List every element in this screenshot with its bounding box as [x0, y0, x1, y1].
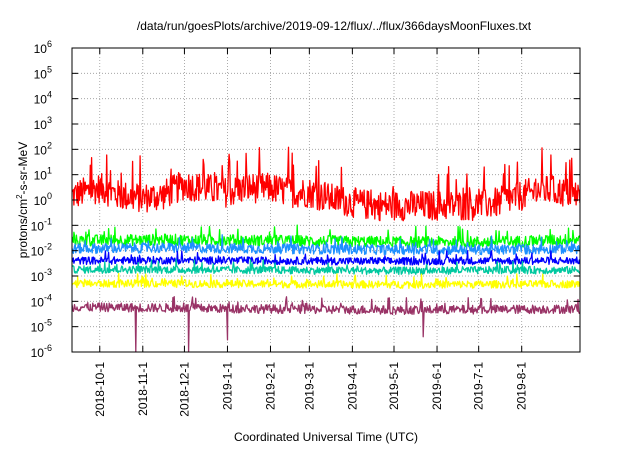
y-tick-label-mantissa: 10 — [34, 42, 48, 56]
y-tick-label-mantissa: 10 — [34, 194, 48, 208]
y-tick-label: 10-1 — [31, 216, 52, 233]
x-tick-label: 2019-4-1 — [345, 362, 359, 410]
y-tick-label-exponent: -6 — [44, 343, 52, 353]
x-tick-label: 2019-3-1 — [302, 362, 316, 410]
y-tick-label: 10-6 — [31, 343, 52, 360]
y-tick-label-exponent: -3 — [44, 267, 52, 277]
x-tick-label: 2018-11-1 — [136, 362, 150, 416]
y-tick-label-exponent: 5 — [47, 64, 52, 74]
series-line-5 — [72, 272, 580, 289]
data-layer — [72, 146, 580, 352]
x-tick-label: 2019-5-1 — [387, 362, 401, 410]
x-tick-label: 2018-12-1 — [177, 362, 191, 417]
series-line-6 — [72, 295, 580, 352]
y-tick-label-mantissa: 10 — [31, 245, 45, 259]
series-line-0 — [72, 146, 580, 222]
y-tick-label-mantissa: 10 — [31, 346, 45, 360]
y-tick-label: 104 — [34, 90, 52, 107]
y-tick-label-exponent: 2 — [47, 140, 52, 150]
x-tick-label: 2019-1-1 — [220, 362, 234, 410]
x-axis: 2018-10-1 2018-11-1 2018-12-1 2019-1-1 2019-… — [93, 48, 529, 417]
y-tick-label: 10-2 — [31, 242, 52, 259]
y-tick-label-mantissa: 10 — [34, 169, 48, 183]
y-tick-label-mantissa: 10 — [31, 270, 45, 284]
chart-title: /data/run/goesPlots/archive/2019-09-12/f… — [137, 19, 532, 33]
x-tick-label: 2019-2-1 — [263, 362, 277, 410]
y-axis-label-base: protons/cm — [16, 199, 30, 258]
y-tick-label-exponent: -2 — [44, 242, 52, 252]
y-axis-label-rest: -s-sr-MeV — [16, 142, 30, 195]
y-tick-label-mantissa: 10 — [34, 118, 48, 132]
y-tick-label-exponent: 3 — [47, 115, 52, 125]
y-tick-label: 103 — [34, 115, 52, 132]
y-tick-label: 100 — [34, 191, 52, 208]
y-tick-label-exponent: 1 — [47, 166, 52, 176]
y-tick-label: 102 — [34, 140, 52, 157]
x-tick-label: 2019-7-1 — [472, 362, 486, 410]
x-tick-label: 2018-10-1 — [93, 362, 107, 417]
y-tick-label-mantissa: 10 — [34, 93, 48, 107]
y-axis: 10-610-510-410-310-210-11001011021031041… — [31, 39, 580, 360]
y-tick-label-mantissa: 10 — [34, 143, 48, 157]
y-tick-label: 10-4 — [31, 292, 52, 309]
y-tick-label: 101 — [34, 166, 52, 183]
x-tick-label: 2019-6-1 — [430, 362, 444, 410]
y-tick-label-mantissa: 10 — [34, 67, 48, 81]
y-tick-label-exponent: 4 — [47, 90, 52, 100]
y-tick-label-mantissa: 10 — [31, 219, 45, 233]
y-tick-label-exponent: 0 — [47, 191, 52, 201]
y-tick-label: 10-3 — [31, 267, 52, 284]
series-line-4 — [72, 258, 580, 276]
series-line-3 — [72, 250, 580, 266]
y-axis-label-sup: 2 — [15, 194, 24, 199]
y-tick-label-exponent: -4 — [44, 292, 52, 302]
y-tick-label-mantissa: 10 — [31, 295, 45, 309]
y-tick-label-exponent: -1 — [44, 216, 52, 226]
y-tick-label-exponent: -5 — [44, 318, 52, 328]
series-line-2 — [72, 234, 580, 256]
y-tick-label-exponent: 6 — [47, 39, 52, 49]
x-tick-label: 2019-8-1 — [515, 362, 529, 410]
y-tick-label-mantissa: 10 — [31, 321, 45, 335]
y-axis-label: protons/cm2-s-sr-MeV — [15, 142, 30, 258]
y-tick-label: 105 — [34, 64, 52, 81]
x-axis-label: Coordinated Universal Time (UTC) — [234, 430, 418, 444]
y-tick-label: 10-5 — [31, 318, 52, 335]
y-tick-label: 106 — [34, 39, 52, 56]
